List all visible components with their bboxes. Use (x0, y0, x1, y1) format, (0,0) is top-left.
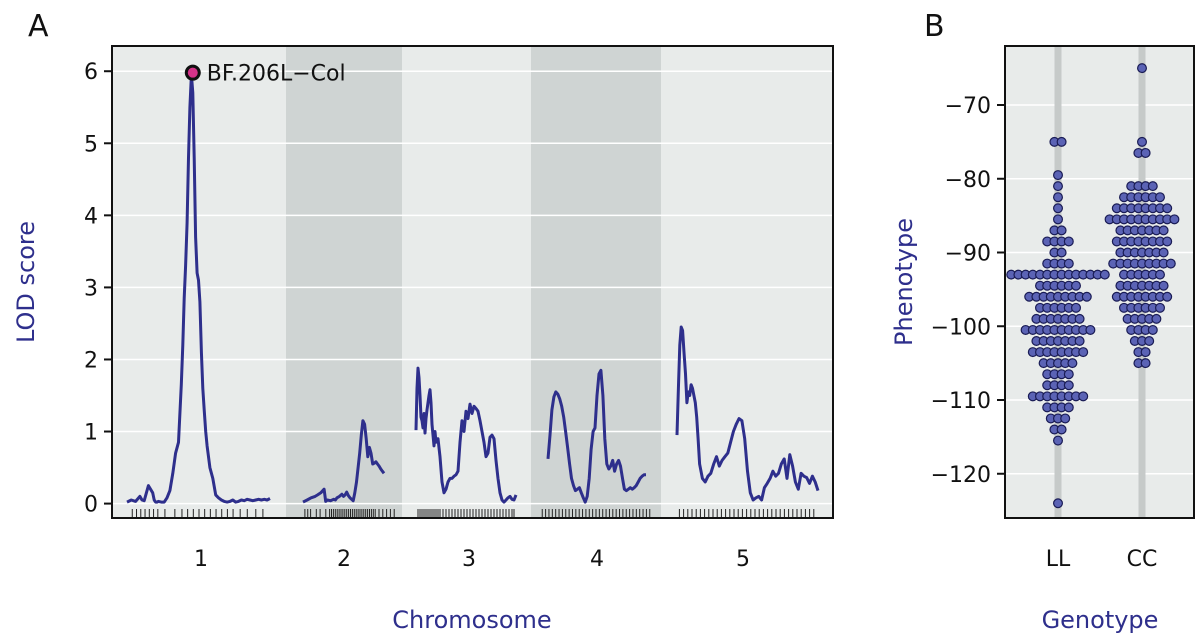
data-point-LL (1063, 258, 1074, 269)
x-axis-title-a: Chromosome (392, 606, 551, 634)
data-point-LL (1099, 269, 1110, 280)
panel-a-label: A (28, 9, 49, 44)
data-point-LL (1052, 192, 1063, 203)
y-tick-label-b: −110 (931, 389, 991, 414)
data-point-CC (1144, 336, 1155, 347)
data-point-LL (1063, 380, 1074, 391)
data-point-CC (1136, 136, 1147, 147)
phenotype-chart: −120 −110 −100 −90 −80 −70 LL CC Genotype Phenoty… (890, 45, 1195, 634)
y-tick-label-a: 5 (84, 132, 98, 157)
data-point-CC (1154, 302, 1165, 313)
data-point-LL (1070, 302, 1081, 313)
data-point-LL (1056, 136, 1067, 147)
y-tick-label-a: 3 (84, 276, 98, 301)
y-tick-label-a: 1 (84, 421, 98, 446)
panel-b-label: B (924, 9, 945, 44)
data-point-LL (1052, 214, 1063, 225)
data-point-LL (1063, 369, 1074, 380)
data-point-CC (1140, 358, 1151, 369)
data-point-CC (1136, 63, 1147, 74)
data-point-LL (1081, 291, 1092, 302)
data-point-CC (1140, 147, 1151, 158)
data-point-LL (1074, 313, 1085, 324)
y-tick-label-b: −100 (931, 315, 991, 340)
data-point-CC (1140, 347, 1151, 358)
data-point-CC (1147, 324, 1158, 335)
data-point-CC (1162, 291, 1173, 302)
data-point-LL (1056, 247, 1067, 258)
y-tick-label-a: 6 (84, 60, 98, 85)
y-tick-label-b: −90 (945, 242, 991, 267)
x-tick-label-chr-2: 2 (337, 547, 351, 572)
chromosome-band-3 (402, 46, 531, 518)
data-point-LL (1078, 391, 1089, 402)
chromosome-band-5 (661, 46, 833, 518)
data-point-LL (1085, 324, 1096, 335)
data-point-LL (1063, 236, 1074, 247)
peak-marker (184, 64, 201, 81)
data-point-LL (1060, 413, 1071, 424)
plot-frame-a (111, 45, 834, 519)
lod-curve-chr-4 (546, 368, 646, 504)
data-point-LL (1052, 435, 1063, 446)
y-axis-title-a: LOD score (12, 221, 40, 343)
data-point-LL (1056, 424, 1067, 435)
data-point-LL (1056, 225, 1067, 236)
y-axis-title-b: Phenotype (890, 218, 918, 346)
data-point-LL (1052, 203, 1063, 214)
lod-chart: 0 1 2 3 4 5 6 1 2 3 4 5 Chromosome LOD score BF.206L−C… (12, 45, 834, 634)
data-point-CC (1158, 280, 1169, 291)
y-tick-label-b: −80 (945, 168, 991, 193)
data-point-CC (1151, 313, 1162, 324)
data-point-LL (1052, 498, 1063, 509)
chromosome-band-4 (531, 46, 661, 518)
lod-curve-chr-1 (126, 73, 271, 504)
data-point-CC (1154, 192, 1165, 203)
x-tick-label-chr-5: 5 (736, 547, 750, 572)
peak-annotation-label: BF.206L−Col (207, 62, 346, 87)
y-tick-label-b: −120 (931, 463, 991, 488)
data-point-CC (1169, 214, 1180, 225)
y-tick-label-a: 4 (84, 204, 98, 229)
x-tick-label-CC: CC (1127, 547, 1158, 572)
data-point-LL (1074, 336, 1085, 347)
lod-curve-chr-2 (302, 419, 386, 504)
data-point-CC (1158, 225, 1169, 236)
y-tick-label-b: −70 (945, 94, 991, 119)
data-point-CC (1154, 269, 1165, 280)
x-tick-label-LL: LL (1046, 547, 1071, 572)
data-point-CC (1158, 247, 1169, 258)
x-axis-title-b: Genotype (1042, 606, 1159, 634)
data-point-LL (1052, 181, 1063, 192)
data-point-LL (1070, 280, 1081, 291)
lod-curve-chr-3 (414, 366, 518, 504)
data-point-LL (1067, 358, 1078, 369)
x-tick-label-chr-3: 3 (462, 547, 476, 572)
data-point-LL (1078, 347, 1089, 358)
lod-curve-chr-5 (675, 325, 820, 502)
data-point-LL (1052, 170, 1063, 181)
data-point-CC (1162, 236, 1173, 247)
data-point-CC (1147, 181, 1158, 192)
chromosome-band-2 (286, 46, 402, 518)
y-tick-label-a: 2 (84, 348, 98, 373)
data-point-CC (1165, 258, 1176, 269)
data-point-LL (1063, 402, 1074, 413)
data-point-CC (1162, 203, 1173, 214)
x-tick-label-chr-1: 1 (194, 547, 208, 572)
x-tick-label-chr-4: 4 (590, 547, 604, 572)
plot-frame-b (1004, 45, 1195, 519)
y-tick-label-a: 0 (84, 493, 98, 518)
